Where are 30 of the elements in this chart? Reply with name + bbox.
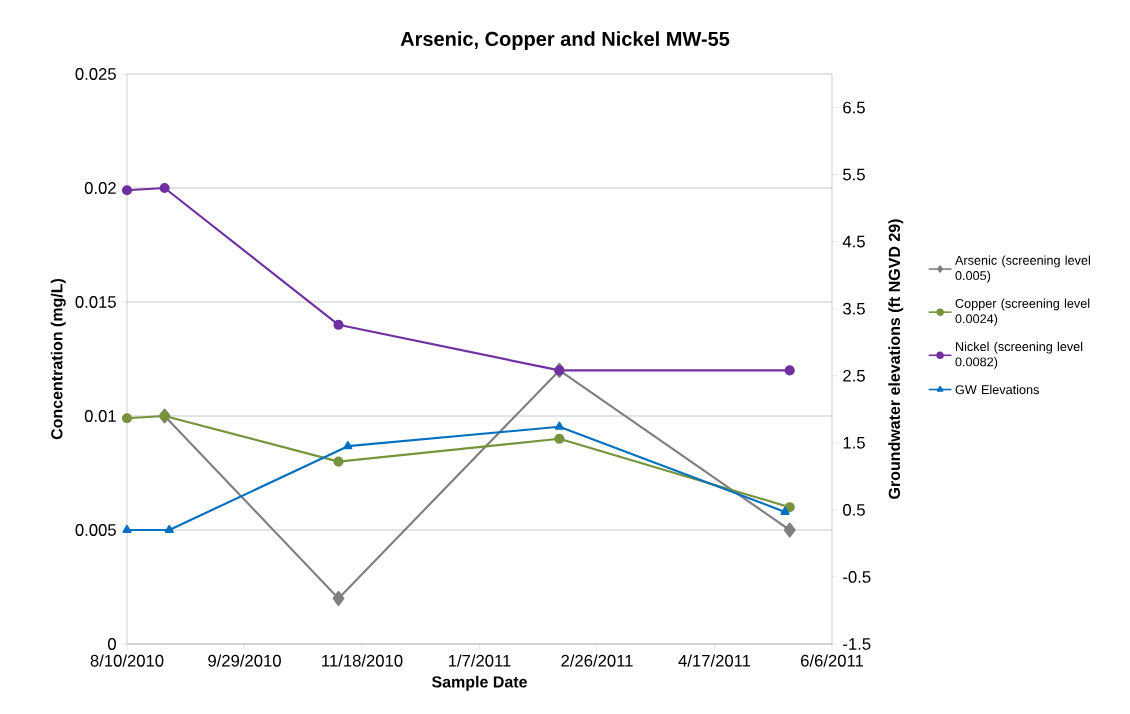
y2-tick-label: 1.5 bbox=[843, 437, 865, 449]
y2-tick-label: -0.5 bbox=[843, 571, 871, 583]
y-tick-label: 0.025 bbox=[75, 68, 116, 80]
x-tick-label: 6/6/2011 bbox=[801, 654, 864, 667]
y-tick-label: 0.02 bbox=[84, 182, 116, 194]
legend-label: Copper (screening level 0.0024) bbox=[955, 298, 1090, 326]
y2-tick-label: 0.5 bbox=[843, 503, 865, 516]
x-tick-label: 4/17/2011 bbox=[678, 654, 751, 667]
y2-tick-label: 4.5 bbox=[842, 235, 865, 248]
y-axis-title: Concentration (mg/L) bbox=[50, 278, 66, 440]
legend-label: GW Elevations bbox=[955, 384, 1039, 395]
x-tick-label: 11/18/2010 bbox=[322, 654, 403, 667]
y2-tick-label: 3.5 bbox=[843, 302, 865, 315]
x-tick-label: 8/10/2010 bbox=[90, 654, 164, 667]
legend-label: Nickel (screening level 0.0082) bbox=[955, 341, 1083, 369]
y2-axis-title: Groundwater elevations (ft NGVD 29) bbox=[888, 219, 904, 499]
y-tick-label: 0.015 bbox=[75, 296, 116, 308]
y2-tick-label: -1.5 bbox=[843, 638, 871, 650]
y-tick-label: 0.005 bbox=[75, 524, 116, 536]
y-tick-label: 0.01 bbox=[84, 410, 116, 422]
chart-title: Arsenic, Copper and Nickel MW-55 bbox=[400, 31, 730, 50]
x-axis-title: Sample Date bbox=[431, 675, 527, 691]
x-tick-label: 9/29/2010 bbox=[208, 654, 281, 667]
legend-label: Arsenic (screening level 0.005) bbox=[954, 255, 1090, 283]
x-tick-label: 1/7/2011 bbox=[448, 654, 511, 667]
y2-tick-label: 6.5 bbox=[843, 101, 865, 114]
x-tick-label: 2/26/2011 bbox=[561, 654, 633, 667]
y-tick-label: 0 bbox=[107, 638, 116, 650]
y2-tick-label: 5.5 bbox=[843, 168, 865, 181]
y2-tick-label: 2.5 bbox=[843, 369, 865, 382]
